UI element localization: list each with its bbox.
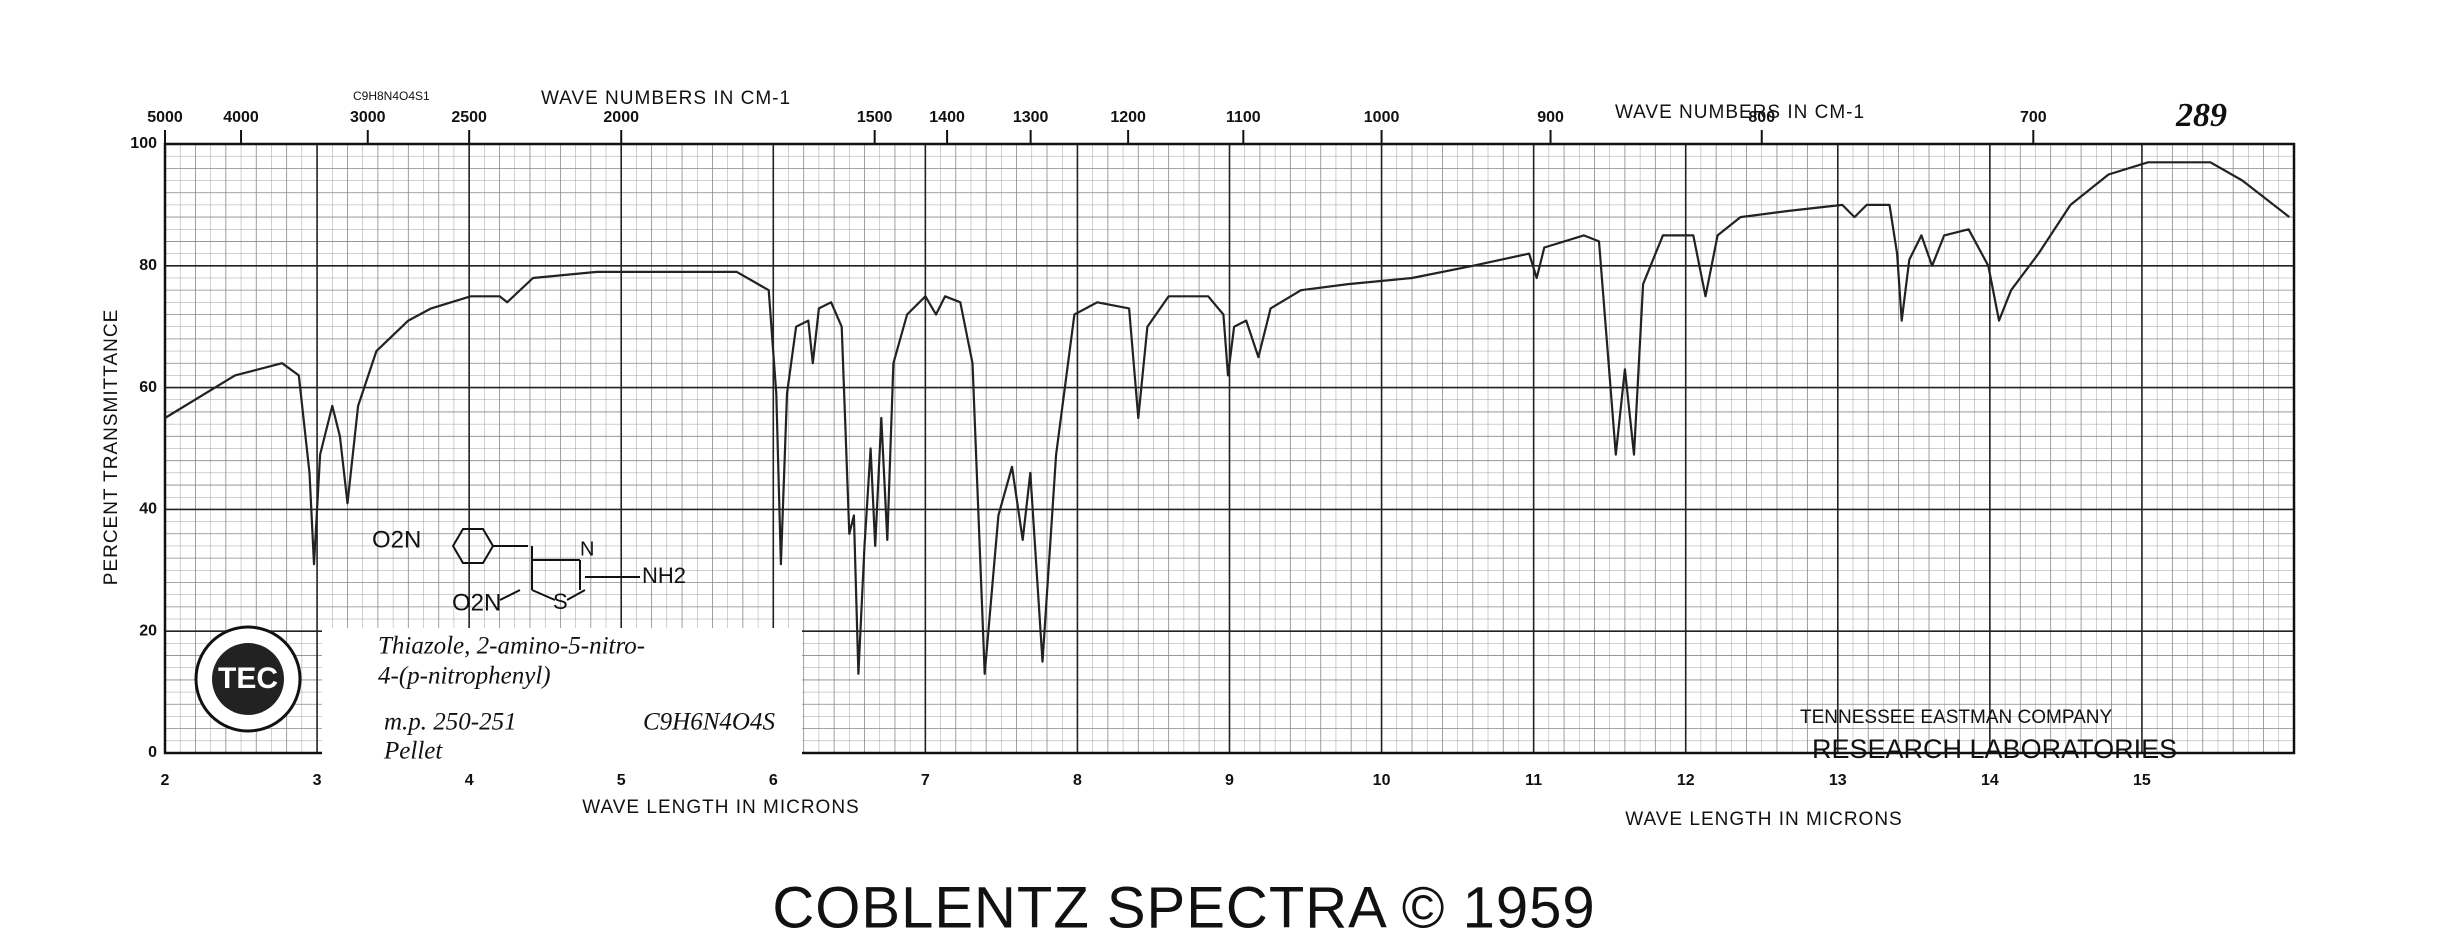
x2-tick-label: 1200 bbox=[1110, 109, 1146, 126]
x-tick-label: 15 bbox=[2133, 772, 2151, 789]
x2-axis-label: WAVE NUMBERS IN CM-1 bbox=[1615, 102, 1865, 123]
y-tick-label: 0 bbox=[148, 744, 157, 761]
plot-area: 0 20 40 60 80 100 2 3 4 5 6 7 8 9 10 11 12 13 14 15 5000 4000… bbox=[130, 109, 2296, 789]
company: RESEARCH LABORATORIES bbox=[1812, 734, 2177, 764]
x-tick-label: 6 bbox=[769, 772, 778, 789]
x2-tick-label: 900 bbox=[1537, 109, 1564, 126]
x2-tick-label: 800 bbox=[1748, 109, 1775, 126]
plot-frame bbox=[163, 142, 2296, 755]
x2-tick-label: 3000 bbox=[350, 109, 386, 126]
formula-top: C9H8N4O4S1 bbox=[353, 89, 430, 103]
sample-prep: Pellet bbox=[383, 738, 443, 765]
x-tick-label: 11 bbox=[1525, 772, 1542, 789]
logo bbox=[212, 643, 284, 715]
spectrum-line bbox=[164, 161, 2291, 675]
structure-label: N bbox=[580, 538, 594, 560]
x2-tick-label: 700 bbox=[2020, 109, 2047, 126]
x-tick-label: 7 bbox=[921, 772, 930, 789]
x2-tick-label: 1400 bbox=[929, 109, 965, 126]
x-axis-label: WAVE LENGTH IN MICRONS bbox=[1625, 809, 1902, 830]
x-tick-label: 3 bbox=[313, 772, 322, 789]
y-tick-label: 100 bbox=[130, 135, 157, 152]
melting-point: m.p. 250-251 bbox=[384, 709, 517, 736]
y-tick-label: 40 bbox=[139, 501, 157, 518]
chart-title: COBLENTZ SPECTRA © 1959 bbox=[772, 875, 1595, 940]
x2-tick-label: 4000 bbox=[223, 109, 259, 126]
y-tick-label: 80 bbox=[139, 257, 157, 274]
structure-label: O2N bbox=[452, 589, 501, 616]
x2-tick-label: 1100 bbox=[1226, 109, 1261, 126]
x-tick-label: 5 bbox=[617, 772, 626, 789]
company: TENNESSEE EASTMAN COMPANY bbox=[1800, 707, 2112, 728]
label-box bbox=[322, 628, 802, 758]
x-tick-label: 10 bbox=[1373, 772, 1391, 789]
x-axis-label: WAVE LENGTH IN MICRONS bbox=[582, 797, 859, 818]
x-tick-label: 2 bbox=[161, 772, 170, 789]
y-tick-label: 20 bbox=[139, 622, 157, 639]
y-tick-label: 60 bbox=[139, 379, 157, 396]
x-tick-label: 12 bbox=[1677, 772, 1695, 789]
structure-label: NH2 bbox=[642, 563, 686, 588]
x-tick-label: 9 bbox=[1225, 772, 1234, 789]
structure-label: S bbox=[553, 589, 568, 614]
structure-bonds bbox=[493, 545, 640, 601]
x2-tick-label: 1500 bbox=[857, 109, 893, 126]
x2-axis-label: WAVE NUMBERS IN CM-1 bbox=[541, 88, 791, 109]
y-axis-label: PERCENT TRANSMITTANCE bbox=[101, 309, 122, 585]
compound-name: Thiazole, 2-amino-5-nitro- bbox=[378, 633, 645, 660]
logo-text: TEC bbox=[218, 662, 278, 695]
formula: C9H6N4O4S bbox=[643, 709, 775, 736]
compound-name: 4-(p-nitrophenyl) bbox=[378, 663, 551, 690]
page-number: 289 bbox=[2175, 97, 2227, 134]
x2-tick-label: 1300 bbox=[1013, 109, 1049, 126]
x-tick-label: 8 bbox=[1073, 772, 1082, 789]
x2-tick-label: 2000 bbox=[603, 109, 639, 126]
structure-label: O2N bbox=[372, 526, 421, 553]
x2-tick-label: 5000 bbox=[147, 109, 183, 126]
x-tick-label: 14 bbox=[1981, 772, 1999, 789]
x2-tick-label: 2500 bbox=[451, 109, 487, 126]
x-tick-label: 4 bbox=[465, 772, 474, 789]
x2-tick-label: 1000 bbox=[1364, 109, 1400, 126]
x-tick-label: 13 bbox=[1829, 772, 1847, 789]
